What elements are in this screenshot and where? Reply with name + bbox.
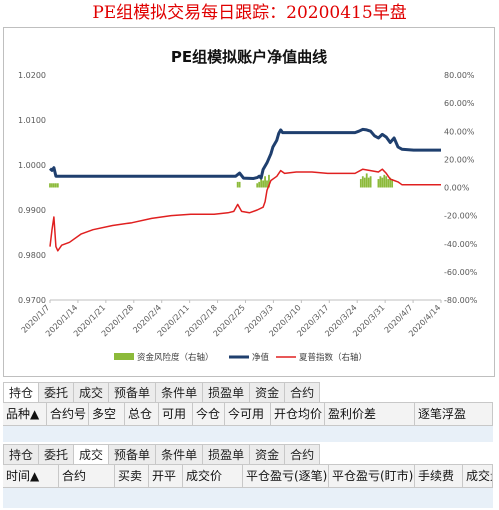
tab-6[interactable]: 资金 [249,382,286,403]
y-left-tick-label: 0.9900 [18,206,46,215]
column-header-1[interactable]: 合约 [59,465,115,487]
sharpe-line [49,168,441,252]
column-header-2[interactable]: 多空 [89,403,125,425]
y-right-tick-label: 0.00% [444,184,470,193]
column-header-6[interactable]: 平仓盈亏(盯市) [329,465,415,487]
risk-bar [385,176,388,188]
y-right-tick-label: -20.00% [444,212,478,221]
y-right-tick-label: -80.00% [444,296,478,305]
risk-bar [56,183,59,188]
risk-bar [379,176,382,188]
position-tabs: 持仓 委托 成交 预备单 条件单 损盈单 资金 合约 [3,382,321,403]
tab-3[interactable]: 预备单 [108,444,157,465]
trade-tabs: 持仓 委托 成交 预备单 条件单 损盈单 资金 合约 [3,444,321,465]
risk-bar [381,177,384,188]
chart-title: PE组模拟账户净值曲线 [171,48,327,66]
column-header-3[interactable]: 总仓 [125,403,159,425]
nav-line [48,127,441,180]
risk-bar [359,179,362,188]
column-header-5[interactable]: 今仓 [193,403,225,425]
risk-bar [268,174,270,188]
trade-table-body [3,488,493,508]
nav-chart: PE组模拟账户净值曲线 0.9700 0.9800 0.9900 1.0000 1.010… [18,48,478,363]
y-right-tick-label: -40.00% [444,240,478,249]
column-header-9[interactable]: 逐笔浮盈 [415,403,493,425]
tab-5[interactable]: 损盈单 [202,382,251,403]
column-header-6[interactable]: 今可用 [225,403,271,425]
tab-0[interactable]: 持仓 [3,382,40,403]
column-header-3[interactable]: 开平 [149,465,183,487]
column-header-7[interactable]: 开仓均价 [271,403,325,425]
tab-2[interactable]: 成交 [73,444,110,465]
column-header-0[interactable]: 时间▲ [3,465,59,487]
risk-bar [369,176,372,188]
y-right-tick-label: 80.00% [444,71,475,80]
risk-bar [377,179,380,188]
column-header-1[interactable]: 合约号 [47,403,89,425]
column-header-4[interactable]: 可用 [159,403,193,425]
legend-label: 资金风险度（右轴） [137,352,214,363]
risk-bar [266,180,268,188]
y-left-tick-label: 0.9700 [18,296,46,305]
tab-4[interactable]: 条件单 [155,444,204,465]
risk-bar [389,177,392,188]
risk-bar [238,181,241,188]
tab-2[interactable]: 成交 [73,382,110,403]
tab-1[interactable]: 委托 [38,382,75,403]
risk-bar [236,181,239,188]
risk-bar [363,177,366,188]
y-left-tick-label: 0.9800 [18,251,46,260]
trade-panel: 持仓 委托 成交 预备单 条件单 损盈单 资金 合约 时间▲ 合约 买卖 开平 成交价 平仓盈亏(逐笔)… [3,444,493,508]
chart-area: PE组模拟账户净值曲线 0.9700 0.9800 0.9900 1.0000 1.010… [3,27,495,377]
column-header-8[interactable]: 盈利价差 [325,403,415,425]
tab-7[interactable]: 合约 [284,382,321,403]
column-header-2[interactable]: 买卖 [115,465,149,487]
column-header-5[interactable]: 平仓盈亏(逐笔) [243,465,329,487]
column-header-8[interactable]: 成交量 [463,465,493,487]
risk-bar [54,183,57,188]
risk-bar [51,183,53,188]
legend-swatch-risk [114,353,134,360]
risk-bar [361,176,364,188]
tab-1[interactable]: 委托 [38,444,75,465]
tab-0[interactable]: 持仓 [3,444,40,465]
risk-bar [49,183,51,188]
y-right-tick-label: 60.00% [444,99,475,108]
tab-7[interactable]: 合约 [284,444,321,465]
risk-bar [264,176,266,188]
risk-bar [365,173,368,188]
position-table-header: 品种▲ 合约号 多空 总仓 可用 今仓 今可用 开仓均价 盈利价差 逐笔浮盈 [3,402,493,426]
y-right-tick-label: -60.00% [444,268,478,277]
position-panel: 持仓 委托 成交 预备单 条件单 损盈单 资金 合约 品种▲ 合约号 多空 总仓 可用 今仓 今可用 开仓均… [3,382,493,442]
legend-label: 净值 [252,352,270,363]
column-header-0[interactable]: 品种▲ [3,403,47,425]
tab-3[interactable]: 预备单 [108,382,157,403]
risk-bar [387,179,390,188]
column-header-4[interactable]: 成交价 [183,465,243,487]
risk-bar [53,183,55,188]
risk-bar [256,183,259,188]
column-header-7[interactable]: 手续费 [415,465,463,487]
y-left-tick-label: 1.0100 [18,116,46,125]
risk-bar [383,174,386,188]
tab-5[interactable]: 损盈单 [202,444,251,465]
y-right-tick-label: 40.00% [444,127,475,136]
y-left-tick-label: 1.0200 [18,71,46,80]
tab-4[interactable]: 条件单 [155,382,204,403]
y-right-tick-label: 20.00% [444,155,475,164]
position-table-body [3,426,493,442]
risk-bar [260,177,263,188]
risk-bar [258,181,261,188]
tab-6[interactable]: 资金 [249,444,286,465]
headline: PE组模拟交易每日跟踪：20200415早盘 [92,3,407,23]
legend-label: 夏普指数（右轴） [299,352,367,363]
y-left-tick-label: 1.0000 [18,161,46,170]
risk-bar [367,177,370,188]
risk-bar [262,180,264,188]
risk-bar [391,179,394,188]
